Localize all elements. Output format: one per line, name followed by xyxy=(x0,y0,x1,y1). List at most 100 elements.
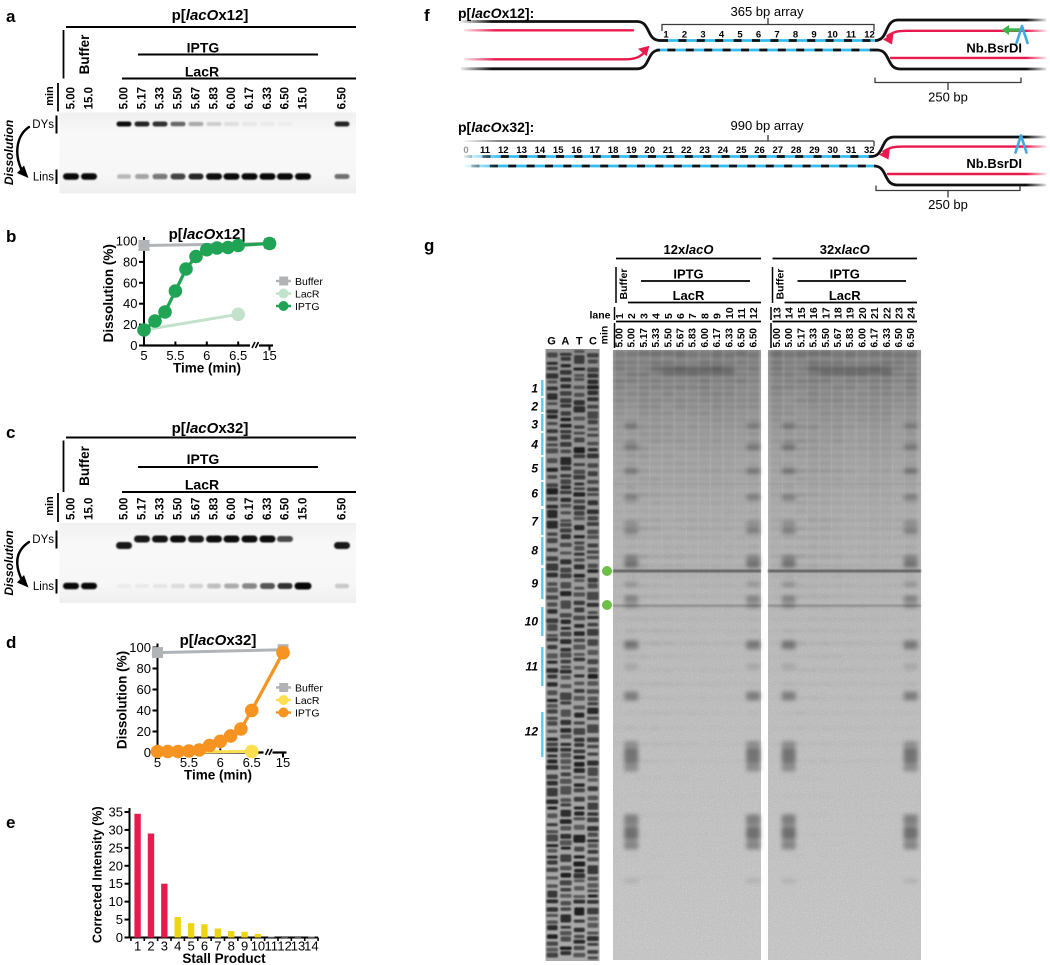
svg-text:21: 21 xyxy=(663,145,674,156)
svg-text:1: 1 xyxy=(663,30,669,41)
svg-text:1: 1 xyxy=(531,382,538,396)
svg-text:IPTG: IPTG xyxy=(187,451,220,467)
svg-text:7: 7 xyxy=(531,515,539,529)
svg-text:4: 4 xyxy=(651,313,663,319)
svg-text:20: 20 xyxy=(109,858,123,873)
svg-text:4: 4 xyxy=(174,939,181,954)
svg-text:5.5: 5.5 xyxy=(166,348,184,363)
svg-text:250 bp: 250 bp xyxy=(928,90,968,105)
svg-text:1: 1 xyxy=(134,939,141,954)
svg-text:11: 11 xyxy=(526,660,539,674)
svg-text:40: 40 xyxy=(123,296,137,311)
svg-text:IPTG: IPTG xyxy=(295,301,320,313)
svg-text:2: 2 xyxy=(147,939,154,954)
svg-text:11: 11 xyxy=(265,939,279,954)
svg-text:Buffer: Buffer xyxy=(775,269,787,300)
svg-text:25: 25 xyxy=(109,840,123,855)
svg-text:5.00: 5.00 xyxy=(615,328,626,348)
svg-text:5.00: 5.00 xyxy=(66,498,78,520)
svg-text:5.17: 5.17 xyxy=(796,328,807,348)
svg-text:0: 0 xyxy=(144,745,151,760)
svg-text:25: 25 xyxy=(736,145,747,156)
svg-text:8: 8 xyxy=(531,544,538,558)
svg-text:6: 6 xyxy=(531,487,538,501)
svg-text:d: d xyxy=(6,633,16,652)
svg-text:0: 0 xyxy=(116,930,123,945)
svg-text:0: 0 xyxy=(130,338,137,353)
svg-text:IPTG: IPTG xyxy=(830,267,860,282)
svg-text:7: 7 xyxy=(214,939,221,954)
svg-text:LacR: LacR xyxy=(295,288,320,300)
svg-text:11: 11 xyxy=(480,145,491,156)
svg-text:60: 60 xyxy=(123,275,137,290)
svg-text:6: 6 xyxy=(203,348,210,363)
svg-text:6.17: 6.17 xyxy=(244,87,256,109)
svg-text:min: min xyxy=(44,496,56,516)
svg-text:6.50: 6.50 xyxy=(280,498,292,520)
svg-text:17: 17 xyxy=(820,307,832,319)
svg-text:26: 26 xyxy=(754,145,765,156)
svg-text:min: min xyxy=(599,326,611,345)
svg-text:Nb.BsrDI: Nb.BsrDI xyxy=(966,41,1022,56)
svg-text:Corrected Intensity (%): Corrected Intensity (%) xyxy=(91,806,105,943)
svg-text:23: 23 xyxy=(894,307,906,319)
svg-text:18: 18 xyxy=(833,307,845,319)
svg-text:3: 3 xyxy=(531,418,538,432)
svg-text:Dissolution (%): Dissolution (%) xyxy=(115,651,130,749)
svg-text:4: 4 xyxy=(719,30,725,41)
svg-text:15: 15 xyxy=(276,755,290,770)
svg-text:32xlacO: 32xlacO xyxy=(820,242,870,257)
svg-text:8: 8 xyxy=(793,30,798,41)
svg-text:p[lacOx12]: p[lacOx12] xyxy=(172,7,249,24)
svg-text:5.50: 5.50 xyxy=(821,328,832,348)
svg-text:15.0: 15.0 xyxy=(298,87,310,109)
svg-text:10: 10 xyxy=(525,615,539,629)
svg-text:16: 16 xyxy=(571,145,582,156)
svg-text:27: 27 xyxy=(773,145,784,156)
svg-text:IPTG: IPTG xyxy=(295,707,320,719)
svg-text:5.83: 5.83 xyxy=(209,498,221,520)
svg-text:18: 18 xyxy=(608,145,619,156)
svg-text:12xlacO: 12xlacO xyxy=(664,242,714,257)
svg-text:2: 2 xyxy=(626,313,638,319)
svg-text:20: 20 xyxy=(137,724,151,739)
svg-text:13: 13 xyxy=(772,307,784,319)
svg-text:6.50: 6.50 xyxy=(737,328,748,348)
svg-text:10: 10 xyxy=(109,894,123,909)
svg-text:3: 3 xyxy=(638,313,650,319)
svg-text:30: 30 xyxy=(827,145,838,156)
svg-text:5.83: 5.83 xyxy=(845,328,856,348)
svg-text:15: 15 xyxy=(796,307,808,319)
svg-text:11: 11 xyxy=(846,30,857,41)
svg-text:p[lacOx32]:: p[lacOx32]: xyxy=(458,119,534,135)
svg-text:14: 14 xyxy=(784,307,796,319)
svg-text:22: 22 xyxy=(681,145,692,156)
svg-text:5: 5 xyxy=(140,348,147,363)
svg-text:3: 3 xyxy=(161,939,168,954)
svg-text:7: 7 xyxy=(687,313,699,319)
svg-text:24: 24 xyxy=(718,145,729,156)
svg-text:5.00: 5.00 xyxy=(119,87,131,109)
svg-text:6.5: 6.5 xyxy=(243,755,261,770)
svg-text:Buffer: Buffer xyxy=(618,269,630,300)
svg-text:0: 0 xyxy=(463,145,468,156)
svg-text:5.33: 5.33 xyxy=(155,498,167,520)
svg-text:32: 32 xyxy=(864,145,875,156)
svg-text:Buffer: Buffer xyxy=(295,682,323,694)
svg-text:15.0: 15.0 xyxy=(84,498,96,520)
svg-text:22: 22 xyxy=(881,307,893,319)
svg-text:6.17: 6.17 xyxy=(712,328,723,348)
svg-text:6.00: 6.00 xyxy=(226,498,238,520)
svg-text:g: g xyxy=(424,236,434,255)
svg-text:DYs: DYs xyxy=(32,534,54,546)
svg-text:10: 10 xyxy=(827,30,838,41)
svg-text:15.0: 15.0 xyxy=(298,498,310,520)
svg-text:5.50: 5.50 xyxy=(173,498,185,520)
svg-text:6.00: 6.00 xyxy=(226,87,238,109)
svg-text:23: 23 xyxy=(699,145,710,156)
svg-text:15: 15 xyxy=(109,876,123,891)
svg-text:6.33: 6.33 xyxy=(882,328,893,348)
svg-text:9: 9 xyxy=(712,313,724,319)
svg-text:6.00: 6.00 xyxy=(700,328,711,348)
svg-text:5: 5 xyxy=(116,912,123,927)
